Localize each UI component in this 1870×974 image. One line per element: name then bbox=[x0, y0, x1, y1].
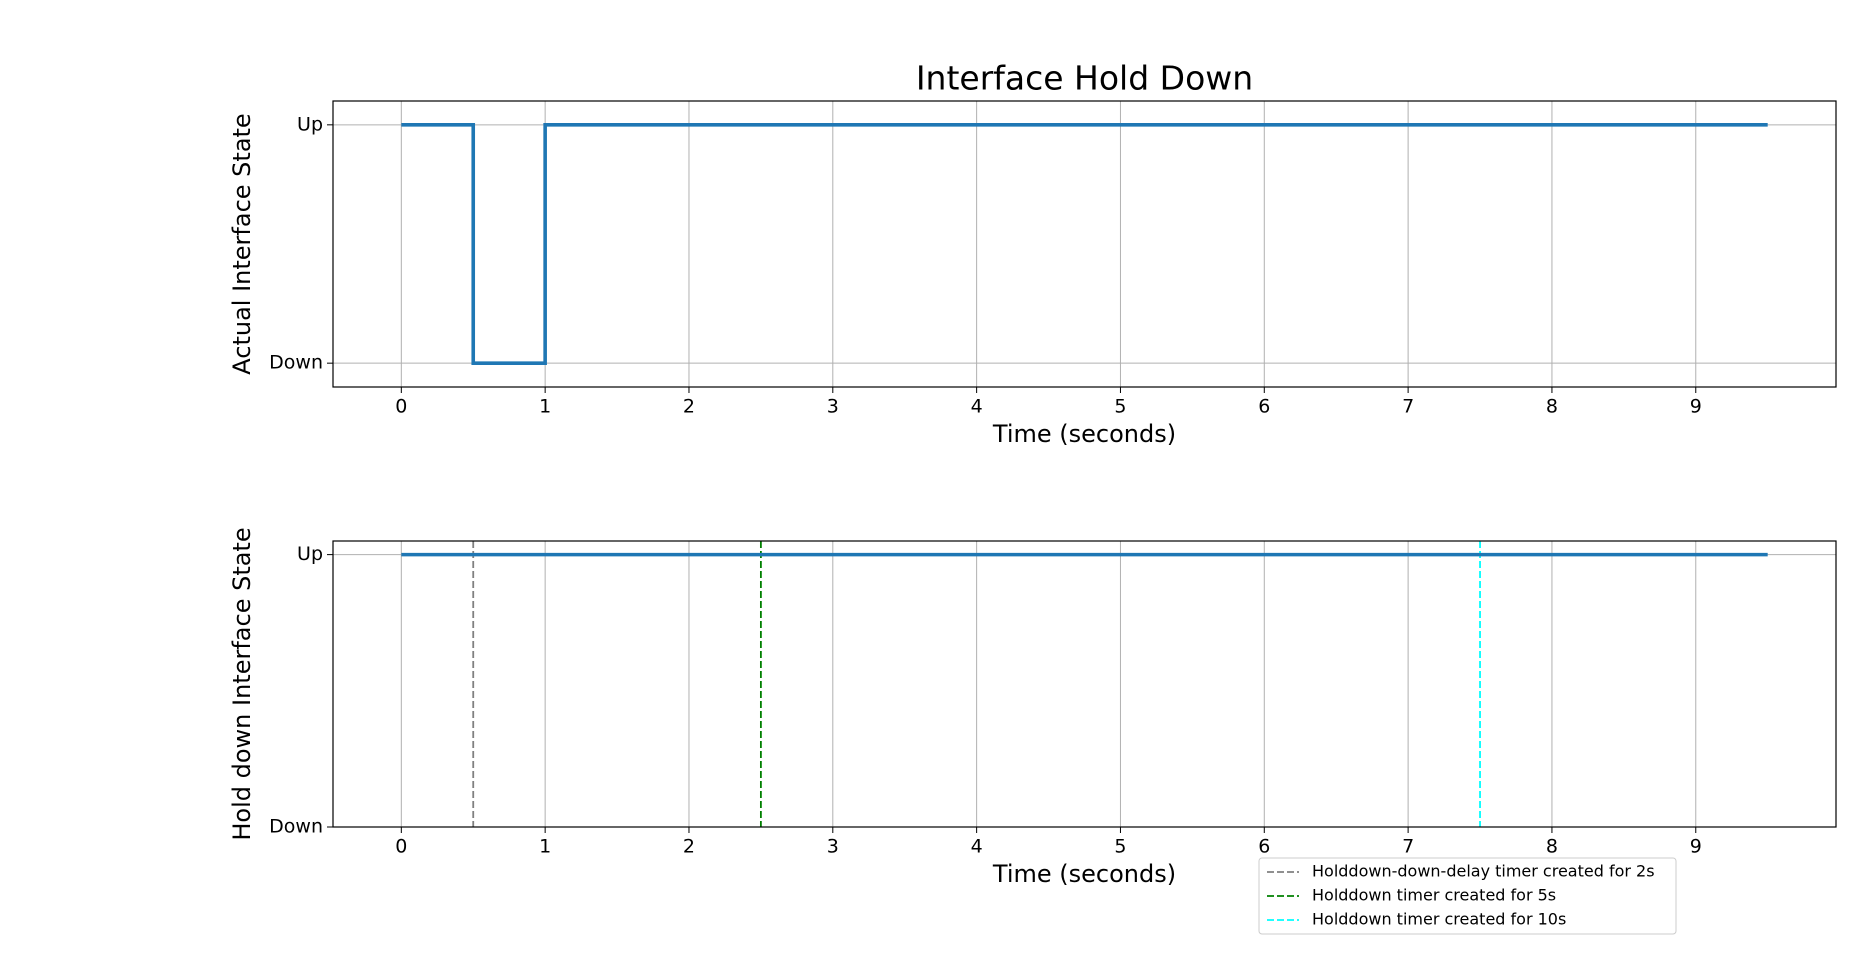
y-tick-label: Down bbox=[269, 816, 323, 838]
line-series bbox=[401, 123, 1768, 365]
axes-frame bbox=[332, 540, 1837, 828]
x-tick-label: 7 bbox=[1402, 396, 1414, 418]
y-tick-label: Down bbox=[269, 352, 323, 374]
x-tick-label: 3 bbox=[827, 396, 839, 418]
x-axis-label: Time (seconds) bbox=[992, 420, 1176, 448]
y-axis-label: Hold down Interface State bbox=[228, 527, 256, 840]
legend-box bbox=[1258, 857, 1677, 935]
legend-label: Holddown-down-delay timer created for 2s bbox=[1312, 862, 1655, 881]
x-tick-label: 0 bbox=[395, 396, 407, 418]
x-tick-label: 3 bbox=[827, 836, 839, 858]
legend-label: Holddown timer created for 5s bbox=[1312, 886, 1556, 905]
x-tick-label: 4 bbox=[971, 836, 983, 858]
y-tick-label: Up bbox=[297, 113, 323, 135]
x-tick-label: 8 bbox=[1546, 836, 1558, 858]
y-axis-label: Actual Interface State bbox=[228, 113, 256, 374]
x-tick-label: 9 bbox=[1690, 396, 1702, 418]
x-tick-label: 6 bbox=[1258, 396, 1270, 418]
axes-frame bbox=[332, 100, 1837, 388]
x-tick-label: 9 bbox=[1690, 836, 1702, 858]
x-tick-label: 4 bbox=[971, 396, 983, 418]
x-tick-label: 5 bbox=[1114, 396, 1126, 418]
x-tick-label: 5 bbox=[1114, 836, 1126, 858]
x-tick-label: 7 bbox=[1402, 836, 1414, 858]
x-tick-label: 1 bbox=[539, 396, 551, 418]
y-tick-label: Up bbox=[297, 543, 323, 565]
legend-label: Holddown timer created for 10s bbox=[1312, 910, 1566, 929]
legend: Holddown-down-delay timer created for 2s… bbox=[1258, 857, 1677, 935]
x-tick-label: 2 bbox=[683, 396, 695, 418]
x-axis-label: Time (seconds) bbox=[992, 860, 1176, 888]
x-tick-label: 1 bbox=[539, 836, 551, 858]
x-tick-label: 8 bbox=[1546, 396, 1558, 418]
x-tick-label: 6 bbox=[1258, 836, 1270, 858]
x-tick-label: 0 bbox=[395, 836, 407, 858]
x-tick-label: 2 bbox=[683, 836, 695, 858]
chart-title: Interface Hold Down bbox=[916, 59, 1253, 98]
